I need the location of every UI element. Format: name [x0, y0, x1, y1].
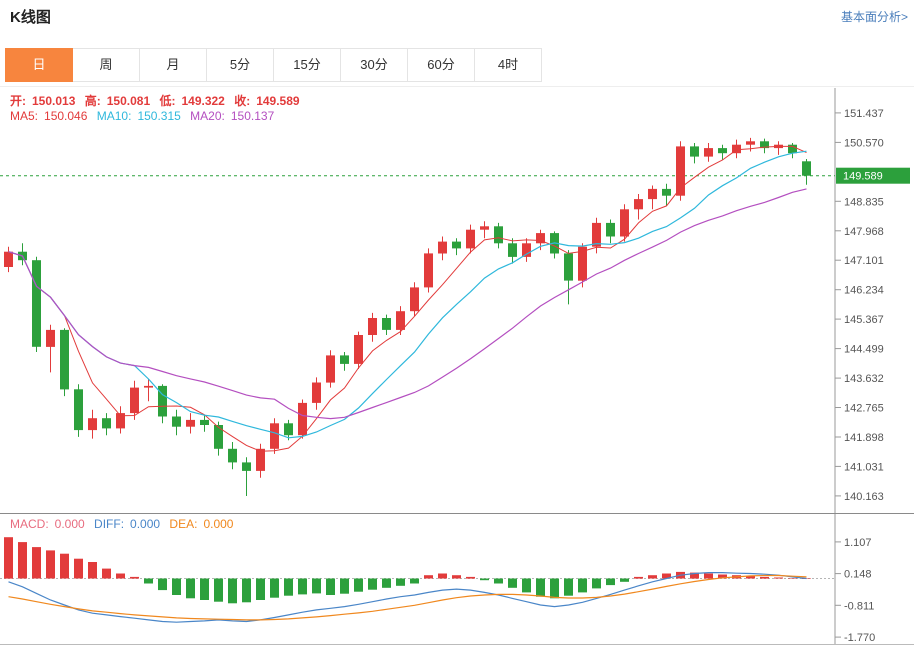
tab-15min[interactable]: 15分 [273, 48, 341, 82]
open-value: 150.013 [32, 94, 76, 108]
tab-4hour[interactable]: 4时 [474, 48, 542, 82]
svg-text:1.107: 1.107 [844, 537, 872, 549]
svg-text:0.148: 0.148 [844, 569, 872, 581]
svg-text:149.589: 149.589 [843, 171, 883, 183]
candlestick-chart[interactable]: 151.437 150.570 148.835 147.968 147.101 146.2… [0, 88, 914, 513]
macd-readout: MACD: 0.000 DIFF: 0.000 DEA: 0.000 [10, 517, 239, 531]
high-value: 150.081 [106, 94, 151, 108]
svg-text:-0.811: -0.811 [844, 600, 874, 612]
close-label: 收: [234, 94, 251, 108]
low-label: 低: [159, 94, 176, 108]
dea-label: DEA: [169, 517, 198, 531]
svg-text:143.632: 143.632 [844, 373, 884, 385]
ma20-label: MA20: [190, 109, 225, 123]
tab-week[interactable]: 周 [72, 48, 140, 82]
macd-chart[interactable]: 1.107 0.148 -0.811 -1.770 [0, 514, 914, 645]
tab-5min[interactable]: 5分 [206, 48, 274, 82]
svg-text:141.031: 141.031 [844, 461, 884, 473]
tab-60min[interactable]: 60分 [407, 48, 475, 82]
svg-text:147.968: 147.968 [844, 226, 884, 238]
high-label: 高: [84, 94, 101, 108]
tab-30min[interactable]: 30分 [340, 48, 408, 82]
ma20-value: 150.137 [230, 109, 275, 123]
close-value: 149.589 [256, 94, 300, 108]
svg-text:145.367: 145.367 [844, 314, 884, 326]
svg-text:141.898: 141.898 [844, 432, 884, 444]
ma10-label: MA10: [96, 109, 132, 123]
svg-text:144.499: 144.499 [844, 344, 884, 356]
diff-value: 0.000 [130, 517, 161, 531]
ma5-value: 150.046 [44, 109, 88, 123]
header: K线图 基本面分析> [0, 0, 914, 30]
page-title: K线图 [10, 9, 51, 26]
tab-day[interactable]: 日 [5, 48, 73, 82]
low-value: 149.322 [181, 94, 225, 108]
diff-label: DIFF: [94, 517, 125, 531]
ma10-value: 150.315 [137, 109, 181, 123]
svg-text:150.570: 150.570 [844, 137, 884, 149]
svg-text:146.234: 146.234 [844, 285, 884, 297]
tab-month[interactable]: 月 [139, 48, 207, 82]
macd-value: 0.000 [54, 517, 85, 531]
svg-text:147.101: 147.101 [844, 255, 884, 267]
open-label: 开: [10, 94, 26, 108]
toolbar-divider [0, 86, 914, 87]
fundamental-analysis-link[interactable]: 基本面分析> [840, 10, 908, 24]
interval-tabs: 日 周 月 5分 15分 30分 60分 4时 [5, 48, 542, 82]
ohlc-readout: 开: 150.013 高: 150.081 低: 149.322 收: 149.589 [10, 92, 306, 109]
svg-text:142.765: 142.765 [844, 403, 884, 415]
macd-label: MACD: [10, 517, 49, 531]
dea-value: 0.000 [203, 517, 234, 531]
panel-divider [0, 513, 914, 514]
svg-text:-1.770: -1.770 [844, 632, 875, 644]
svg-text:148.835: 148.835 [844, 196, 884, 208]
svg-text:140.163: 140.163 [844, 491, 884, 503]
ma5-label: MA5: [10, 109, 39, 123]
svg-text:151.437: 151.437 [844, 108, 884, 120]
ma-readout: MA5: 150.046 MA10: 150.315 MA20: 150.137 [10, 109, 280, 123]
